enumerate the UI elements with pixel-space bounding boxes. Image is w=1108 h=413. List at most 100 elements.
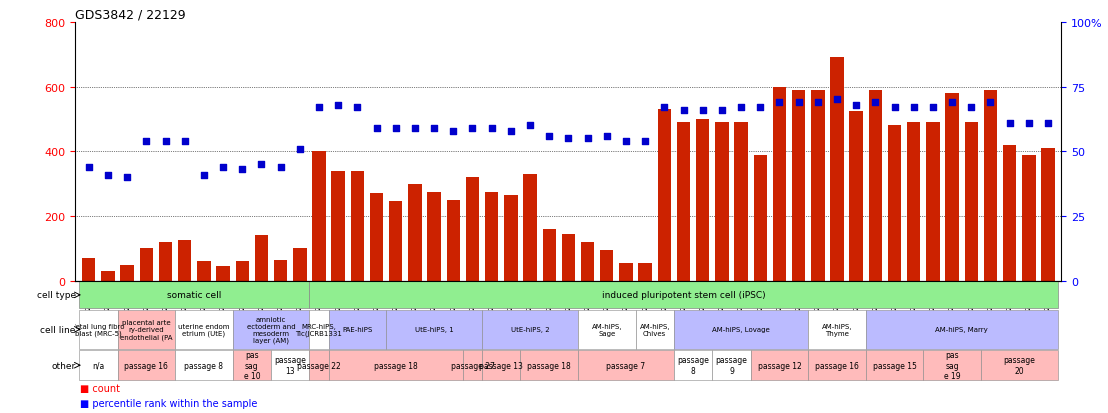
Point <box>1020 120 1038 127</box>
Point <box>1001 120 1018 127</box>
Point <box>463 126 481 132</box>
Point <box>963 104 981 111</box>
Point <box>866 100 884 106</box>
Bar <box>808 350 865 380</box>
Bar <box>888 126 901 281</box>
Point <box>541 133 558 140</box>
Point <box>156 138 174 145</box>
Text: passage 16: passage 16 <box>815 361 859 370</box>
Point <box>349 104 367 111</box>
Text: passage
13: passage 13 <box>275 356 306 375</box>
Text: passage 27: passage 27 <box>451 361 494 370</box>
Bar <box>274 260 287 281</box>
Bar <box>1023 155 1036 281</box>
Text: pas
sag
e 10: pas sag e 10 <box>244 351 260 380</box>
Bar <box>312 152 326 281</box>
Bar <box>792 90 806 281</box>
Text: cell type: cell type <box>37 291 75 300</box>
Bar <box>408 184 422 281</box>
Point <box>214 164 232 171</box>
Bar <box>578 310 636 349</box>
Bar <box>482 310 578 349</box>
Bar <box>101 271 114 281</box>
Text: passage 7: passage 7 <box>606 361 646 370</box>
Point <box>617 138 635 145</box>
Bar <box>370 194 383 281</box>
Point <box>253 161 270 168</box>
Bar <box>82 259 95 281</box>
Bar <box>562 234 575 281</box>
Bar <box>750 350 808 380</box>
Bar <box>504 195 517 281</box>
Point <box>502 128 520 135</box>
Bar <box>329 310 387 349</box>
Bar <box>753 155 767 281</box>
Bar <box>197 262 211 281</box>
Bar <box>811 90 824 281</box>
Text: uterine endom
etrium (UtE): uterine endom etrium (UtE) <box>178 323 229 336</box>
Bar <box>945 94 958 281</box>
Point <box>195 172 213 178</box>
Bar <box>233 310 309 349</box>
Bar <box>865 350 923 380</box>
Point <box>444 128 462 135</box>
Text: passage 16: passage 16 <box>124 361 168 370</box>
Text: passage
20: passage 20 <box>1004 356 1035 375</box>
Text: AM-hiPS, Marry: AM-hiPS, Marry <box>935 327 988 332</box>
Point <box>578 136 596 142</box>
Bar <box>447 200 460 281</box>
Bar <box>178 241 192 281</box>
Point <box>694 107 711 114</box>
Point <box>809 100 827 106</box>
Point <box>560 136 577 142</box>
Bar <box>255 236 268 281</box>
Bar <box>984 90 997 281</box>
Bar <box>581 242 594 281</box>
Text: passage 8: passage 8 <box>184 361 224 370</box>
Bar <box>907 123 921 281</box>
Bar <box>1042 149 1055 281</box>
Bar <box>543 230 556 281</box>
Point <box>1039 120 1057 127</box>
Bar <box>79 282 309 309</box>
Point <box>885 104 903 111</box>
Point <box>310 104 328 111</box>
Text: ■ count: ■ count <box>80 383 121 393</box>
Text: passage 18: passage 18 <box>527 361 571 370</box>
Text: placental arte
ry-derived
endothelial (PA: placental arte ry-derived endothelial (P… <box>120 319 173 340</box>
Bar <box>638 263 652 281</box>
Bar <box>216 267 229 281</box>
Text: ■ percentile rank within the sample: ■ percentile rank within the sample <box>80 398 258 408</box>
Text: AM-hiPS, Lovage: AM-hiPS, Lovage <box>712 327 770 332</box>
Point <box>943 100 961 106</box>
Text: somatic cell: somatic cell <box>167 291 222 300</box>
Text: AM-hiPS,
Sage: AM-hiPS, Sage <box>592 323 622 336</box>
Text: passage 18: passage 18 <box>373 361 418 370</box>
Bar <box>830 58 843 281</box>
Bar <box>117 310 175 349</box>
Point <box>368 126 386 132</box>
Bar <box>465 178 479 281</box>
Bar <box>735 123 748 281</box>
Text: n/a: n/a <box>92 361 104 370</box>
Text: passage 22: passage 22 <box>297 361 341 370</box>
Bar <box>175 310 233 349</box>
Bar <box>674 310 808 349</box>
Point <box>675 107 692 114</box>
Point <box>137 138 155 145</box>
Text: cell line: cell line <box>40 325 75 334</box>
Text: MRC-hiPS,
Tic(JCRB1331: MRC-hiPS, Tic(JCRB1331 <box>296 323 342 336</box>
Point <box>848 102 865 109</box>
Bar <box>294 249 307 281</box>
Bar <box>1003 145 1016 281</box>
Bar <box>658 110 671 281</box>
Bar <box>117 350 175 380</box>
Point <box>790 100 808 106</box>
Bar <box>331 171 345 281</box>
Bar <box>619 263 633 281</box>
Point <box>656 104 674 111</box>
Text: PAE-hiPS: PAE-hiPS <box>342 327 372 332</box>
Bar <box>715 123 729 281</box>
Point <box>714 107 731 114</box>
Point <box>271 164 289 171</box>
